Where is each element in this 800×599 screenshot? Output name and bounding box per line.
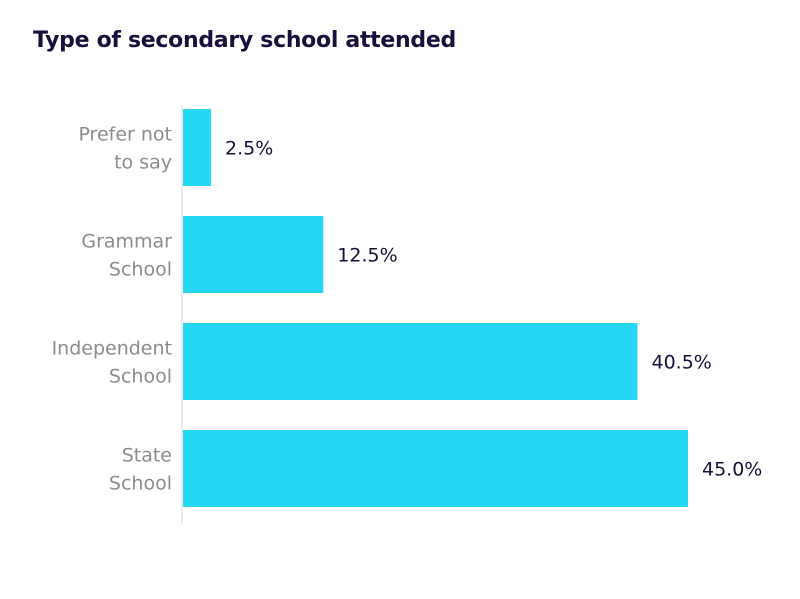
bar	[183, 216, 324, 293]
category-label: Grammar School	[81, 231, 172, 281]
bar	[183, 323, 638, 400]
value-label: 40.5%	[652, 352, 712, 374]
category-label: Independent School	[52, 338, 172, 388]
chart-title: Type of secondary school attended	[33, 28, 456, 53]
value-label: 2.5%	[225, 138, 273, 160]
bars-group	[183, 109, 688, 507]
bar	[183, 109, 212, 186]
category-label: State School	[109, 445, 172, 495]
category-label: Prefer not to say	[78, 124, 172, 174]
value-label: 45.0%	[702, 459, 762, 481]
value-label: 12.5%	[337, 245, 397, 267]
category-labels-group: Prefer not to say Grammar School Independent…	[52, 124, 173, 495]
bar	[183, 430, 688, 507]
value-labels-group: 2.5% 12.5% 40.5% 45.0%	[225, 138, 762, 481]
